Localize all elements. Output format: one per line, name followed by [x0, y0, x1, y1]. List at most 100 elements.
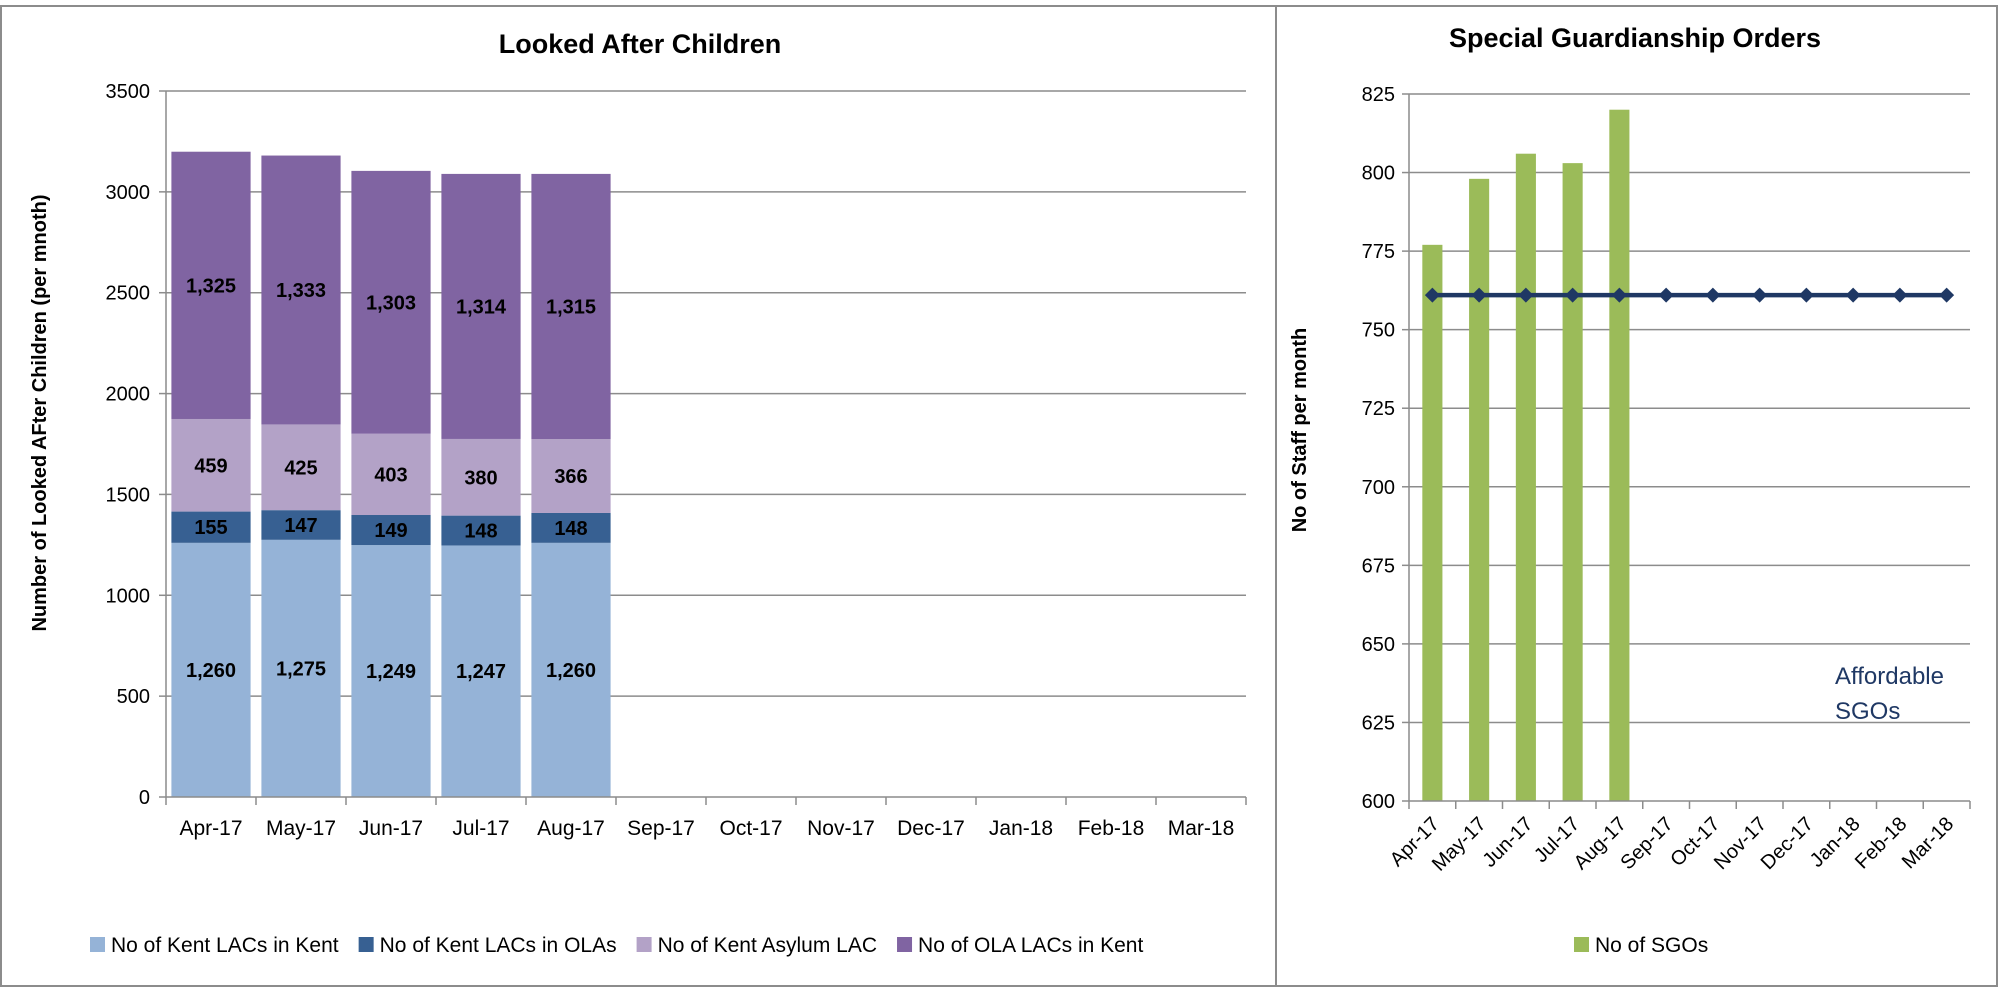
lac-bar-segment [351, 515, 431, 546]
lac-data-label: 155 [194, 517, 227, 539]
lac-bar-segment [261, 510, 341, 540]
lac-x-tick-label: Sep-17 [627, 817, 695, 840]
sgo-bars [1422, 109, 1630, 802]
lac-x-tick-label: Feb-18 [1078, 817, 1145, 840]
lac-x-tick-label: Jun-17 [359, 817, 423, 840]
lac-data-label: 366 [554, 466, 587, 488]
sgo-bar [1469, 178, 1490, 802]
lac-data-label: 1,249 [366, 661, 416, 683]
sgo-legend: No of SGOs [1574, 934, 1708, 957]
lac-data-labels: 1,260 155 459 1,325 1,275 147 425 1,333 1,249 149… [186, 275, 596, 683]
affordable-annotation-line-2: SGOs [1835, 698, 1900, 725]
lac-data-label: 380 [464, 467, 497, 489]
sgo-x-tick-label: Mar-18 [1898, 813, 1958, 873]
lac-x-tick-label: Mar-18 [1168, 817, 1235, 840]
lac-data-label: 403 [374, 464, 407, 486]
lac-data-label: 148 [464, 521, 497, 543]
sgo-y-tick-label: 750 [1362, 320, 1395, 342]
lac-bar-segment [171, 151, 251, 419]
affordable-line-marker [1939, 287, 1955, 303]
lac-y-tick-label: 1000 [106, 585, 151, 607]
lac-bar-segment [351, 433, 431, 516]
lac-bar-segment [261, 424, 341, 511]
lac-legend-swatch [90, 937, 105, 952]
lac-data-label: 1,333 [276, 280, 326, 302]
lac-bar-segment [261, 155, 341, 425]
affordable-line-marker [1892, 287, 1908, 303]
lac-y-tick-label: 3000 [106, 182, 151, 204]
lac-legend-label: No of OLA LACs in Kent [918, 934, 1143, 957]
affordable-line-marker [1798, 287, 1814, 303]
affordable-line-marker [1611, 287, 1627, 303]
lac-y-tick-label: 0 [139, 787, 150, 809]
lac-bar-segment [171, 418, 251, 512]
sgo-chart: Special Guardianship Orders No of Staff … [1289, 23, 1971, 957]
lac-data-label: 1,260 [186, 660, 236, 682]
lac-x-tick-label: Jul-17 [452, 817, 509, 840]
lac-x-tick-label: Aug-17 [537, 817, 605, 840]
sgo-y-tick-label: 625 [1362, 712, 1395, 734]
lac-x-tick-label: Oct-17 [719, 817, 782, 840]
lac-bar-segment [171, 511, 251, 543]
lac-bar-segment [531, 173, 611, 440]
lac-bar-segment [261, 539, 341, 797]
lac-data-label: 1,325 [186, 275, 236, 297]
sgo-x-tick-labels: Apr-17May-17Jun-17Jul-17Aug-17Sep-17Oct-… [1386, 813, 1958, 876]
lac-bar-segment [531, 542, 611, 797]
sgo-gridlines [1409, 93, 1970, 724]
sgo-x-tick-label: Dec-17 [1757, 813, 1818, 874]
sgo-y-tick-label: 675 [1362, 555, 1395, 577]
lac-y-tick-label: 2000 [106, 384, 151, 406]
lac-data-label: 1,303 [366, 292, 416, 314]
sgo-y-tick-label: 775 [1362, 241, 1395, 263]
lac-bar-segment [351, 545, 431, 797]
lac-gridlines [166, 90, 1246, 697]
lac-y-axis-label: Number of Looked AFter Children (per mno… [29, 194, 51, 631]
lac-data-label: 459 [194, 455, 227, 477]
sgo-y-tick-label: 800 [1362, 163, 1395, 185]
lac-x-axis [159, 90, 1247, 805]
sgo-chart-title: Special Guardianship Orders [1449, 23, 1821, 53]
lac-data-label: 425 [284, 457, 317, 479]
lac-data-label: 1,314 [456, 296, 507, 318]
affordable-line-marker [1658, 287, 1674, 303]
sgo-x-axis [1402, 93, 1971, 809]
lac-data-label: 1,315 [546, 297, 596, 319]
sgo-bar [1422, 244, 1443, 801]
affordable-line-marker [1471, 287, 1487, 303]
sgo-bar [1562, 163, 1583, 801]
affordable-line-marker [1565, 287, 1581, 303]
sgo-x-tick-label: Jun-17 [1479, 813, 1538, 872]
lac-x-tick-labels: Apr-17 May-17 Jun-17 Jul-17 Aug-17 Sep-17 Oct-… [179, 817, 1234, 840]
lac-chart: Looked After Children Number of Looked A… [29, 29, 1247, 957]
sgo-y-tick-label: 600 [1362, 791, 1395, 813]
lac-bars [171, 151, 611, 797]
affordable-sgo-line [1424, 287, 1955, 303]
lac-legend-label: No of Kent LACs in Kent [111, 934, 339, 957]
lac-legend-swatch [897, 937, 913, 952]
lac-chart-title: Looked After Children [499, 29, 782, 59]
lac-data-label: 1,275 [276, 658, 326, 680]
lac-data-label: 1,247 [456, 661, 506, 683]
lac-legend-label: No of Kent LACs in OLAs [380, 934, 617, 957]
sgo-x-tick-label: Sep-17 [1616, 813, 1677, 874]
affordable-line-marker [1752, 287, 1768, 303]
lac-data-label: 1,260 [546, 660, 596, 682]
lac-y-tick-labels: 0 500 1000 1500 2000 2500 3000 3500 [106, 81, 151, 809]
lac-x-tick-label: Dec-17 [897, 817, 965, 840]
lac-y-tick-label: 500 [117, 686, 150, 708]
lac-bar-segment [351, 170, 431, 434]
sgo-y-tick-label: 650 [1362, 634, 1395, 656]
sgo-y-tick-label: 725 [1362, 398, 1395, 420]
sgo-y-tick-label: 700 [1362, 477, 1395, 499]
sgo-y-axis-label: No of Staff per month [1289, 328, 1311, 532]
affordable-line-marker [1705, 287, 1721, 303]
affordable-line-marker [1424, 287, 1440, 303]
lac-bar-segment [441, 545, 521, 797]
sgo-x-tick-label: Feb-18 [1851, 813, 1911, 873]
affordable-line-marker [1518, 287, 1534, 303]
lac-y-tick-label: 1500 [106, 484, 151, 506]
lac-data-label: 149 [374, 520, 407, 542]
lac-legend-label: No of Kent Asylum LAC [658, 934, 877, 957]
